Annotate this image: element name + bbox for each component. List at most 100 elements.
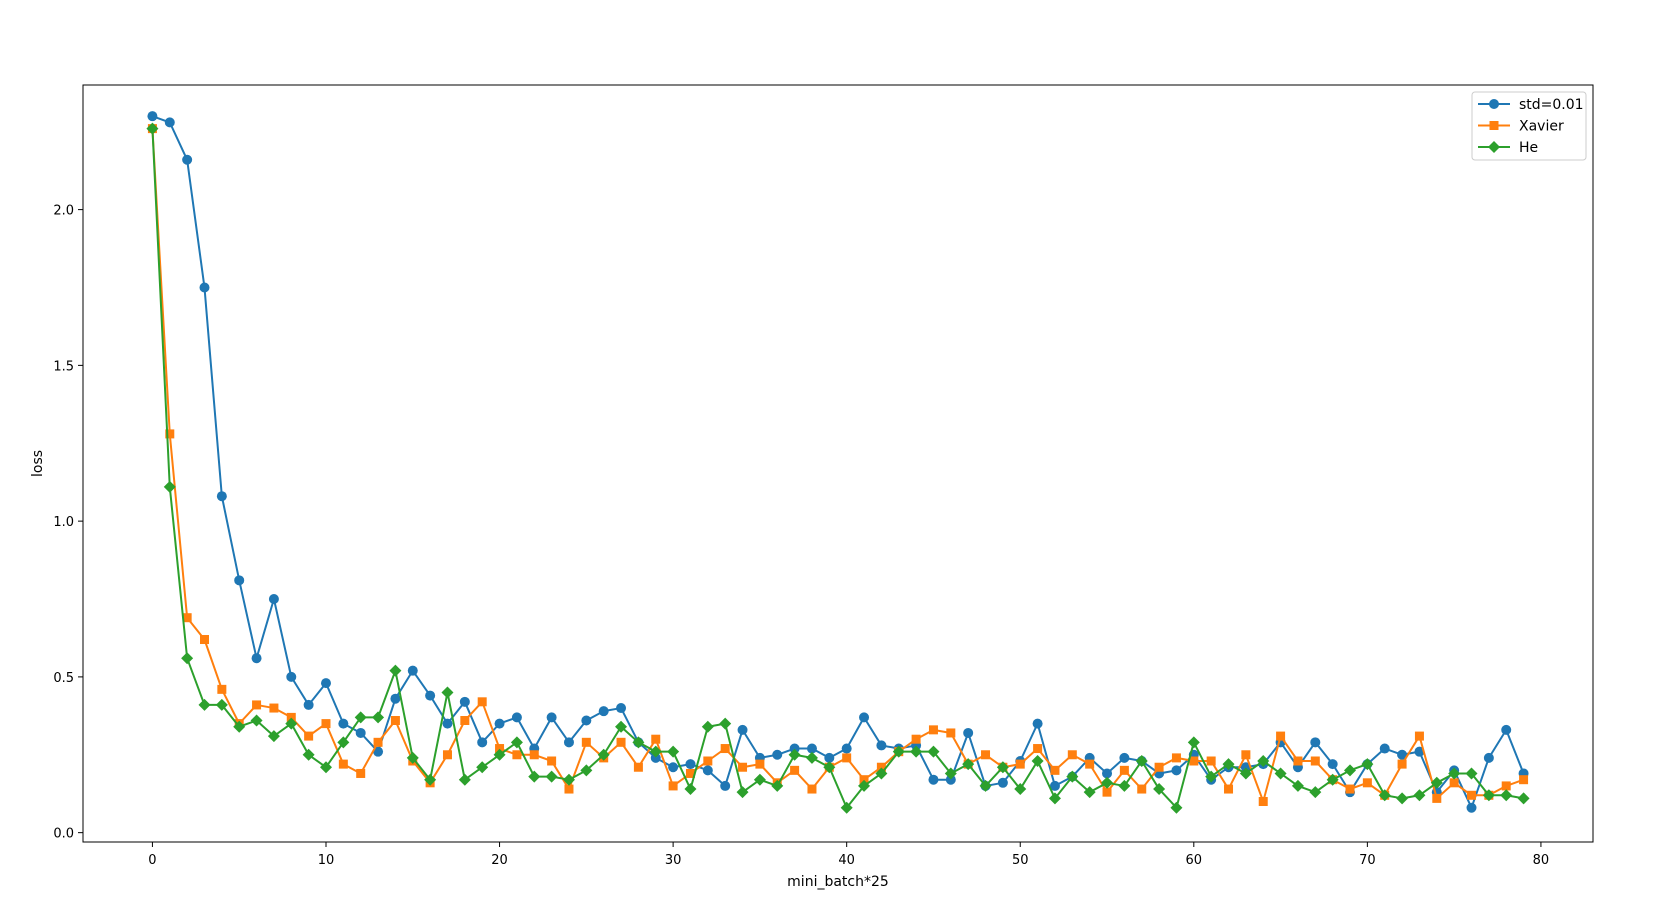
data-point bbox=[1189, 756, 1199, 766]
data-point bbox=[651, 734, 661, 744]
data-point bbox=[442, 750, 452, 760]
data-point bbox=[1222, 758, 1235, 771]
legend-item-he: He bbox=[1478, 140, 1538, 156]
data-point bbox=[217, 684, 227, 694]
data-point bbox=[650, 752, 661, 763]
data-point bbox=[701, 720, 714, 733]
data-point bbox=[684, 783, 697, 796]
data-point bbox=[996, 761, 1009, 774]
x-tick-label: 30 bbox=[665, 853, 682, 868]
data-point bbox=[564, 784, 574, 794]
data-point bbox=[182, 613, 192, 623]
data-point bbox=[1397, 759, 1407, 769]
data-point bbox=[859, 712, 870, 723]
data-point bbox=[616, 703, 627, 714]
y-tick-label: 0.5 bbox=[53, 671, 74, 686]
data-point bbox=[1187, 736, 1200, 749]
data-point bbox=[1326, 773, 1339, 786]
data-point bbox=[736, 786, 749, 799]
data-point bbox=[372, 711, 385, 724]
data-point bbox=[1067, 750, 1077, 760]
data-point bbox=[216, 491, 227, 502]
data-point bbox=[892, 745, 905, 758]
data-point bbox=[1379, 743, 1390, 754]
data-point bbox=[1119, 752, 1130, 763]
data-point bbox=[199, 635, 209, 645]
data-point bbox=[1153, 783, 1166, 796]
data-point bbox=[286, 712, 296, 722]
data-point bbox=[702, 765, 713, 776]
data-point bbox=[841, 743, 852, 754]
data-point bbox=[927, 745, 940, 758]
data-point bbox=[477, 697, 487, 707]
data-point bbox=[302, 748, 315, 761]
data-point bbox=[215, 698, 228, 711]
data-point bbox=[373, 746, 384, 757]
data-point bbox=[633, 762, 643, 772]
data-point bbox=[493, 748, 506, 761]
y-tick-label: 0.0 bbox=[53, 827, 74, 842]
data-point bbox=[1050, 765, 1060, 775]
data-point bbox=[251, 653, 262, 664]
data-point bbox=[1449, 778, 1459, 788]
data-point bbox=[580, 764, 593, 777]
data-point bbox=[321, 719, 331, 729]
data-point bbox=[1258, 797, 1268, 807]
x-tick-label: 40 bbox=[838, 853, 855, 868]
legend-marker bbox=[1489, 121, 1499, 130]
data-point bbox=[304, 731, 314, 741]
data-point bbox=[842, 753, 852, 763]
data-point bbox=[529, 750, 539, 760]
data-point bbox=[979, 779, 992, 792]
data-point bbox=[1171, 753, 1181, 763]
data-point bbox=[1206, 756, 1216, 766]
data-point bbox=[772, 749, 783, 760]
data-point bbox=[1154, 762, 1164, 772]
data-point bbox=[1309, 786, 1322, 799]
data-point bbox=[668, 762, 679, 773]
data-point bbox=[703, 756, 713, 766]
data-point bbox=[1293, 756, 1303, 766]
data-point bbox=[963, 727, 974, 738]
data-point bbox=[1483, 752, 1494, 763]
data-point bbox=[442, 718, 453, 729]
data-point bbox=[1101, 776, 1114, 789]
data-point bbox=[303, 699, 314, 710]
data-point bbox=[356, 768, 366, 778]
data-point bbox=[738, 762, 748, 772]
data-point bbox=[824, 752, 835, 763]
data-point bbox=[269, 703, 279, 713]
data-point bbox=[944, 767, 957, 780]
data-point bbox=[1327, 759, 1338, 770]
data-point bbox=[1310, 737, 1321, 748]
data-point bbox=[632, 736, 645, 749]
data-point bbox=[1517, 792, 1530, 805]
data-point bbox=[1137, 784, 1147, 794]
data-point bbox=[337, 736, 350, 749]
data-point bbox=[181, 652, 194, 665]
data-point bbox=[911, 734, 921, 744]
data-point bbox=[1448, 767, 1461, 780]
data-point bbox=[147, 111, 158, 122]
data-point bbox=[373, 737, 383, 747]
plot-area: 0 10 20 30 40 50 60 70 80 0.0 0.5 1.0 1.5 2.0 bbox=[53, 84, 1594, 868]
data-point bbox=[164, 117, 175, 128]
data-point bbox=[753, 773, 766, 786]
data-point bbox=[286, 671, 297, 682]
data-point bbox=[458, 773, 471, 786]
data-point bbox=[441, 686, 454, 699]
x-tick-label: 0 bbox=[148, 853, 156, 868]
data-point bbox=[460, 716, 470, 726]
data-point bbox=[406, 751, 419, 764]
data-point bbox=[1414, 746, 1425, 757]
data-point bbox=[338, 718, 349, 729]
data-point bbox=[981, 750, 991, 760]
data-point bbox=[685, 759, 696, 770]
data-point bbox=[1432, 793, 1442, 803]
data-point bbox=[805, 751, 818, 764]
data-point bbox=[720, 744, 730, 754]
series-he bbox=[146, 122, 1530, 814]
data-point bbox=[199, 282, 210, 293]
x-tick-label: 80 bbox=[1533, 853, 1550, 868]
data-point bbox=[1119, 765, 1129, 775]
